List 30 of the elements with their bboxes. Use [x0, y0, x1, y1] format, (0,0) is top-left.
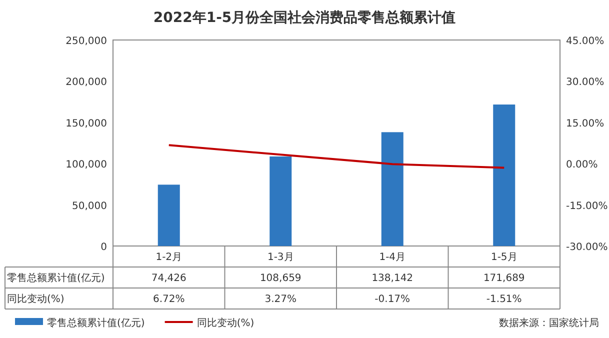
data-label: 138,142	[372, 273, 414, 284]
legend-label: 同比变动(%)	[196, 317, 254, 329]
data-label: 108,659	[260, 273, 302, 284]
text: 零售总额累计值(亿元)	[7, 273, 105, 284]
source-note: 数据来源：国家统计局	[499, 317, 599, 329]
data-label: -0.17%	[374, 294, 410, 305]
y2-tick-label: 15.00%	[566, 118, 604, 130]
y-tick-label: 0	[100, 242, 107, 253]
y-tick-label: 150,000	[66, 118, 107, 130]
x-tick-label: 1-5月	[490, 252, 518, 263]
y-tick-label: 200,000	[66, 77, 107, 88]
y-tick-label: 100,000	[66, 160, 107, 171]
y2-tick-label: 45.00%	[566, 36, 604, 47]
chart-title: 2022年1-5月份全国社会消费品零售总额累计值	[153, 9, 456, 26]
y-tick-label: 50,000	[72, 200, 107, 212]
data-label: -1.51%	[486, 294, 522, 305]
y2-tick-label: -30.00%	[566, 242, 608, 253]
legend-label: 零售总额累计值(亿元)	[47, 317, 145, 329]
y-tick-label: 250,000	[66, 36, 107, 47]
text: 同比变动(%)	[7, 294, 64, 305]
x-tick-label: 1-4月	[379, 252, 406, 263]
data-label: 74,426	[151, 273, 186, 284]
x-tick-label: 1-3月	[267, 252, 294, 263]
data-label: 6.72%	[152, 294, 185, 305]
y2-tick-label: 0.00%	[566, 160, 598, 171]
y2-tick-label: 30.00%	[566, 77, 604, 88]
data-label: 3.27%	[264, 294, 297, 305]
data-label: 171,689	[483, 273, 525, 284]
y2-tick-label: -15.00%	[566, 200, 608, 212]
x-tick-label: 1-2月	[156, 252, 182, 263]
